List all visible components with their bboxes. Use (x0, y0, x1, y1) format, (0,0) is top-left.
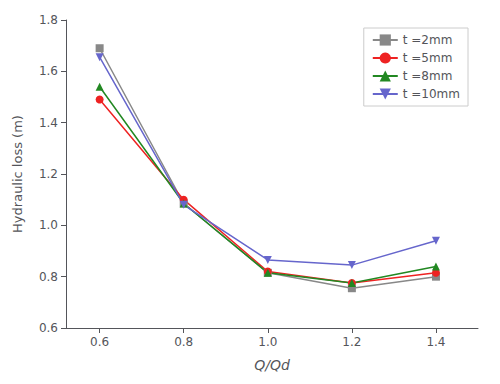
svg-text:1.2: 1.2 (342, 335, 361, 349)
svg-text:0.6: 0.6 (39, 321, 58, 335)
svg-text:1.4: 1.4 (39, 116, 58, 130)
svg-text:1.0: 1.0 (258, 335, 277, 349)
svg-text:t =10mm: t =10mm (403, 87, 460, 101)
svg-text:1.4: 1.4 (426, 335, 445, 349)
svg-text:0.6: 0.6 (90, 335, 109, 349)
svg-text:1.6: 1.6 (39, 64, 58, 78)
svg-text:0.8: 0.8 (174, 335, 193, 349)
svg-text:1.2: 1.2 (39, 167, 58, 181)
svg-text:Hydraulic loss (m): Hydraulic loss (m) (10, 115, 25, 233)
svg-text:Q/Qd: Q/Qd (254, 357, 290, 373)
svg-text:1.0: 1.0 (39, 218, 58, 232)
svg-text:0.8: 0.8 (39, 270, 58, 284)
svg-text:t =5mm: t =5mm (403, 51, 453, 65)
svg-text:1.8: 1.8 (39, 13, 58, 27)
svg-text:t =2mm: t =2mm (403, 33, 453, 47)
svg-text:t =8mm: t =8mm (403, 69, 453, 83)
